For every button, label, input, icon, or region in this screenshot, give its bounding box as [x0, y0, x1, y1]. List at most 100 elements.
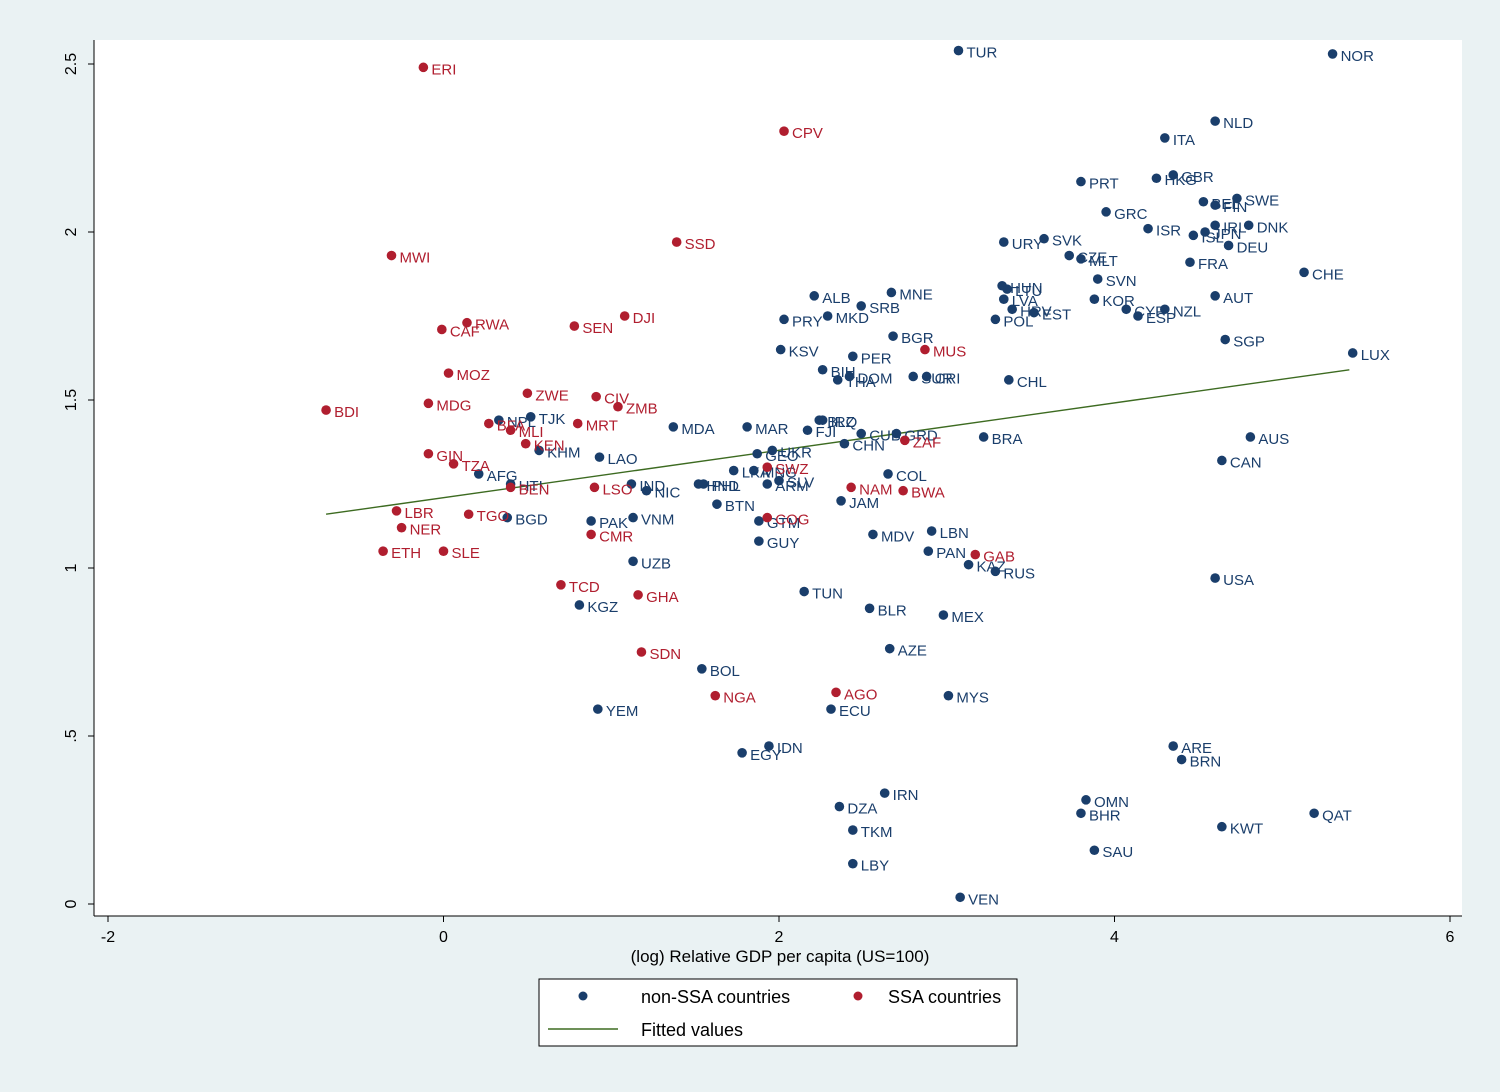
point-label-nld: NLD: [1223, 115, 1253, 132]
point-lbn: [926, 526, 937, 536]
point-rwa: [462, 317, 472, 328]
point-label-pan: PAN: [936, 545, 966, 562]
point-bhr: [1076, 808, 1086, 819]
point-bwa: [898, 485, 908, 496]
point-label-nzl: NZL: [1173, 303, 1201, 320]
point-mys: [943, 690, 954, 701]
point-zmb: [613, 401, 623, 412]
point-jam: [836, 496, 846, 506]
point-label-irn: IRN: [893, 787, 919, 804]
point-label-est: EST: [1042, 307, 1071, 324]
point-label-irl: IRL: [1223, 219, 1246, 236]
point-ind: [626, 479, 637, 489]
legend-label-ssa: SSA countries: [888, 987, 1001, 1007]
point-dji: [619, 311, 630, 321]
point-label-eri: ERI: [431, 61, 456, 78]
point-label-bra: BRA: [992, 431, 1023, 448]
point-label-srb: SRB: [869, 300, 900, 317]
point-label-zmb: ZMB: [626, 401, 658, 418]
x-tick-label: 6: [1446, 929, 1455, 946]
point-label-per: PER: [861, 350, 892, 367]
point-dnk: [1243, 220, 1254, 231]
point-label-lva: LVA: [1012, 293, 1038, 310]
point-nga: [710, 690, 721, 701]
point-label-svn: SVN: [1106, 273, 1137, 290]
point-label-chl: CHL: [1017, 374, 1047, 391]
point-label-qat: QAT: [1322, 807, 1352, 824]
point-mwi: [386, 250, 397, 261]
point-label-egy: EGY: [750, 747, 782, 764]
point-label-kgz: KGZ: [587, 599, 618, 616]
point-tza: [448, 459, 459, 469]
point-brn: [1176, 754, 1187, 765]
point-isr: [1143, 223, 1153, 234]
point-sen: [569, 321, 580, 331]
point-label-mlt: MLT: [1089, 253, 1118, 270]
point-bih: [817, 364, 828, 375]
point-label-tkm: TKM: [861, 824, 893, 841]
point-uzb: [628, 556, 638, 567]
point-mli: [505, 425, 516, 436]
point-lux: [1347, 348, 1358, 358]
point-label-usa: USA: [1223, 572, 1254, 589]
point-label-sgp: SGP: [1233, 334, 1265, 351]
point-mus: [920, 344, 930, 355]
point-kgz: [574, 600, 585, 610]
point-label-btn: BTN: [725, 498, 755, 515]
point-label-gbr: GBR: [1181, 169, 1214, 186]
point-cri: [921, 371, 932, 382]
point-cub: [856, 428, 866, 439]
point-swe: [1232, 193, 1242, 204]
point-label-fin: FIN: [1223, 199, 1247, 216]
point-nzl: [1160, 304, 1170, 315]
point-can: [1217, 455, 1227, 466]
point-cze: [1064, 250, 1075, 261]
point-label-ner: NER: [410, 522, 442, 539]
point-label-hnd: HND: [706, 478, 739, 495]
point-cog: [762, 512, 773, 523]
y-tick-label: 2: [63, 227, 80, 236]
point-tkm: [848, 825, 858, 835]
point-nld: [1210, 116, 1220, 126]
point-label-bwa: BWA: [911, 485, 945, 502]
point-zaf: [900, 435, 910, 446]
point-label-lao: LAO: [608, 451, 638, 468]
point-label-zwe: ZWE: [535, 387, 568, 404]
point-label-lbr: LBR: [405, 505, 434, 522]
point-label-fji: FJI: [816, 424, 837, 441]
point-alb: [809, 291, 820, 301]
point-swz: [762, 462, 773, 473]
point-label-lso: LSO: [602, 481, 632, 498]
point-label-aus: AUS: [1258, 431, 1289, 448]
point-ksv: [775, 344, 786, 355]
point-label-irq: IRQ: [831, 414, 858, 431]
point-label-hun: HUN: [1010, 280, 1042, 297]
point-label-deu: DEU: [1237, 239, 1269, 256]
point-label-caf: CAF: [450, 323, 480, 340]
point-label-rus: RUS: [1003, 565, 1035, 582]
point-label-guy: GUY: [767, 535, 800, 552]
point-label-gtm: GTM: [767, 515, 800, 532]
point-tha: [832, 375, 843, 385]
point-blr: [864, 603, 875, 614]
point-label-pry: PRY: [792, 313, 823, 330]
point-label-kwt: KWT: [1230, 821, 1263, 838]
point-lao: [594, 452, 605, 462]
point-label-vnm: VNM: [641, 512, 674, 529]
point-label-tza: TZA: [462, 458, 490, 475]
point-tcd: [556, 580, 566, 590]
point-label-dom: DOM: [857, 370, 892, 387]
point-cyp: [1121, 304, 1132, 315]
point-sur: [908, 371, 918, 382]
y-tick-label: .5: [63, 729, 80, 742]
point-dom: [844, 371, 855, 382]
point-gab: [970, 549, 981, 560]
point-ago: [831, 687, 841, 698]
point-fin: [1210, 200, 1220, 210]
point-label-gab: GAB: [983, 549, 1015, 566]
point-guy: [754, 536, 764, 546]
point-esp: [1133, 311, 1143, 321]
point-gbr: [1168, 170, 1179, 180]
point-label-sen: SEN: [582, 320, 613, 337]
point-tjk: [525, 412, 536, 422]
